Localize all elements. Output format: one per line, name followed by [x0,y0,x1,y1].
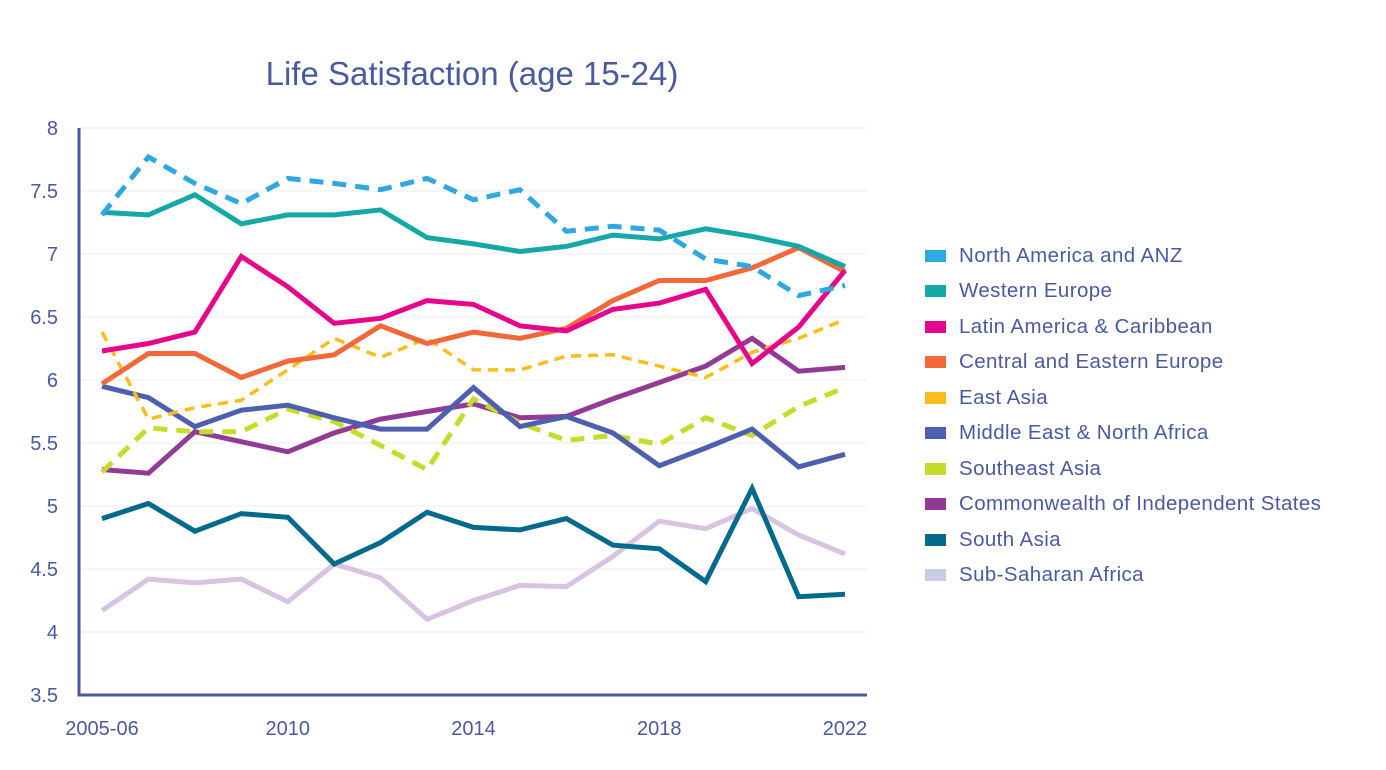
gridlines [79,127,867,633]
y-tick-label: 7 [47,244,58,266]
axis-spines [77,128,867,697]
series-line-north-america-and-anz [100,153,846,299]
y-tick-label: 4 [47,622,58,644]
legend-label: Southeast Asia [959,456,1102,480]
legend-label: Latin America & Caribbean [959,314,1213,338]
y-tick-label: 5.5 [30,433,58,455]
legend-label: Central and Eastern Europe [959,350,1224,374]
legend-label: Middle East & North Africa [959,421,1209,445]
y-tick-label: 6.5 [30,307,58,329]
series-line-sub-saharan-africa [100,505,846,623]
y-tick-label: 6 [47,370,58,392]
series-line-latin-america-and-caribbean [101,253,847,368]
series-line-middle-east-and-north-africa [101,383,846,470]
x-tick-label: 2018 [637,718,682,740]
legend-swatch [925,356,946,369]
legend-item-east-asia: East Asia [925,380,1321,416]
legend-item-latin-america-and-caribbean: Latin America & Caribbean [925,309,1321,345]
chart-title: Life Satisfaction (age 15-24) [266,55,679,92]
legend-label: Sub-Saharan Africa [959,563,1144,587]
legend-item-middle-east-and-north-africa: Middle East & North Africa [925,416,1321,452]
series-lines [100,153,847,623]
legend-item-south-asia: South Asia [925,522,1321,558]
y-tick-label: 7.5 [30,181,58,203]
y-tick-label: 5 [47,496,58,518]
series-line-central-and-eastern-europe [100,244,847,386]
legend-label: North America and ANZ [959,243,1183,267]
legend-swatch [925,462,946,475]
legend-swatch [925,320,946,333]
legend-item-commonwealth-of-independent-states: Commonwealth of Independent States [925,487,1321,523]
y-tick-label: 8 [47,118,58,140]
legend-swatch [925,569,946,582]
series-line-western-europe [101,191,846,269]
y-tick-label: 4.5 [30,559,58,581]
legend-label: Western Europe [959,279,1113,303]
legend: North America and ANZ Western Europe Latin… [925,238,1321,593]
x-tick-label: 2022 [823,718,868,740]
legend-swatch [925,249,946,262]
legend-item-western-europe: Western Europe [925,274,1321,310]
x-tick-label: 2014 [451,718,496,740]
legend-swatch [925,533,946,546]
legend-item-central-and-eastern-europe: Central and Eastern Europe [925,345,1321,381]
legend-item-southeast-asia: Southeast Asia [925,451,1321,487]
legend-item-sub-saharan-africa: Sub-Saharan Africa [925,558,1321,594]
x-tick-label: 2010 [266,718,311,740]
legend-swatch [925,285,946,298]
x-axis-ticks: 2005-06 2010 2014 2018 2022 [65,718,867,740]
legend-label: South Asia [959,527,1062,551]
x-tick-label: 2005-06 [65,718,138,740]
series-line-southeast-asia [100,385,846,474]
legend-label: East Asia [959,385,1049,409]
series-line-east-asia [100,317,846,422]
legend-swatch [925,498,946,511]
y-tick-label: 3.5 [30,685,58,707]
legend-item-north-america-and-anz: North America and ANZ [925,238,1321,274]
y-axis-ticks: 8 7.5 7 6.5 6 5.5 5 4.5 4 3.5 [30,118,58,707]
series-line-south-asia [101,482,846,600]
legend-swatch [925,391,946,404]
legend-label: Commonwealth of Independent States [959,492,1322,516]
series-line-commonwealth-of-independent-states [101,335,846,476]
legend-swatch [925,427,946,440]
